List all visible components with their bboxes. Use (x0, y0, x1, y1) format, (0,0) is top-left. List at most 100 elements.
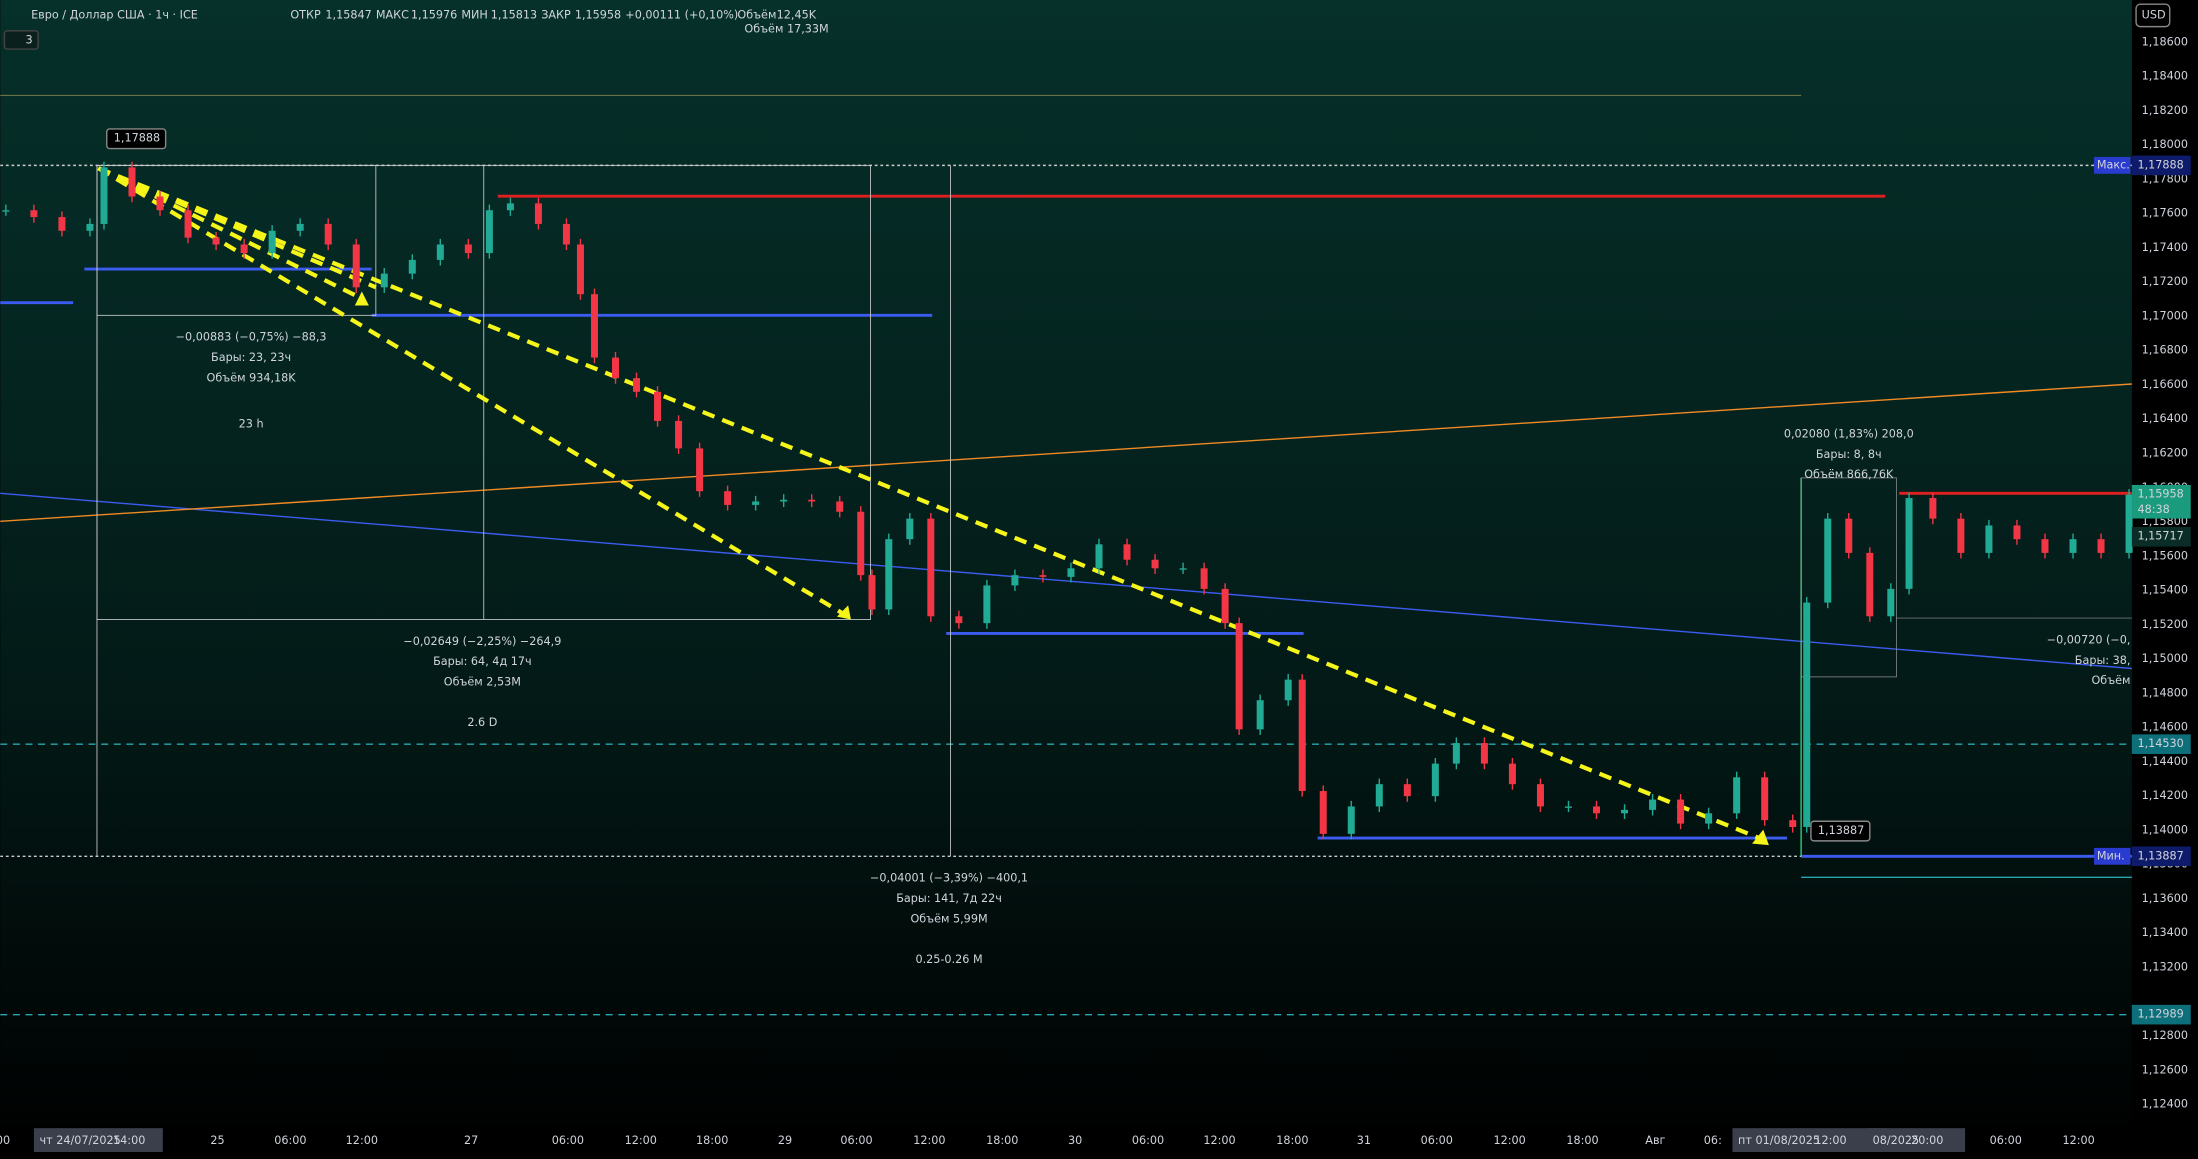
candle-body (1039, 575, 1047, 577)
candle-body (534, 203, 542, 224)
price-tag-label: 48:38 (2137, 503, 2169, 516)
price-tag (2131, 484, 2191, 519)
candle-body (562, 223, 570, 245)
candle-body (1011, 575, 1019, 586)
price-tick-label: 1,17200 (2142, 275, 2188, 288)
price-label-box (1810, 820, 1871, 842)
header-low_label: МИН (461, 8, 487, 21)
candle-body (1536, 784, 1544, 807)
note: 0.25-0.26 M (915, 953, 982, 966)
price-tag-label-bg (2094, 156, 2131, 174)
candle-body (296, 223, 304, 231)
price-tick-label: 1,15400 (2142, 584, 2188, 597)
time-tick-label: 18:00 (986, 1134, 1018, 1147)
indicators-toggle[interactable] (3, 30, 39, 50)
candle-body (1789, 820, 1797, 828)
measure-text: Объём 5,99M (910, 912, 987, 925)
header-open_label: ОТКР (290, 8, 321, 21)
time-tick-label: 18:00 (1566, 1134, 1598, 1147)
price-tag-value: 1,14530 (2137, 737, 2183, 750)
candle-body (1319, 791, 1327, 834)
candle-body (868, 575, 876, 610)
measure-text: Объём 934,18K (207, 371, 297, 384)
time-tick-label: чт 24/07/2025 (40, 1134, 121, 1147)
candle-body (1905, 498, 1913, 589)
price-label: 1,13887 (1818, 824, 1864, 837)
price-axis-bg (2131, 0, 2198, 1159)
candle-body (1957, 518, 1965, 553)
candle-body (324, 223, 332, 245)
candle-body (1179, 568, 1187, 570)
candle-body (1824, 518, 1832, 603)
candle-body (1887, 588, 1895, 617)
price-tick-label: 1,16600 (2142, 378, 2188, 391)
header-close_label: ЗАКР (541, 8, 571, 21)
time-tick-label: 12:00 (2062, 1134, 2094, 1147)
price-tag-value: 1,17888 (2137, 158, 2183, 171)
header-volume: 12,45K (777, 8, 817, 21)
candle-body (1649, 799, 1657, 810)
candle-body (696, 448, 704, 492)
candle-body (1431, 763, 1439, 797)
candle-body (2041, 539, 2049, 553)
time-tick-label: 18:00 (1276, 1134, 1308, 1147)
price-tick-label: 1,15600 (2142, 549, 2188, 562)
candle-body (724, 491, 732, 505)
candle-body (240, 244, 248, 254)
candle-body (380, 273, 388, 288)
crosshair-time-bg (1732, 1128, 1887, 1152)
price-tick-label: 1,13400 (2142, 926, 2188, 939)
time-tick-label: 14:00 (113, 1134, 145, 1147)
time-tick-label: 12:00 (1814, 1134, 1846, 1147)
candle-body (352, 244, 360, 288)
candle-body (506, 203, 514, 211)
candle-body (1403, 784, 1411, 797)
price-tick-label: 1,17000 (2142, 309, 2188, 322)
candle-body (128, 167, 136, 197)
time-tick-label: 12:00 (1493, 1134, 1525, 1147)
measure-text: −0,00883 (−0,75%) −88,3 (176, 331, 327, 344)
measure-text: Объём 866,76K (1804, 468, 1894, 481)
price-tag-label: Макс. (2097, 158, 2130, 171)
measure-text: −0,02649 (−2,25%) −264,9 (403, 635, 561, 648)
header-volume_label: Объём (737, 8, 776, 21)
candle-body (808, 499, 816, 502)
price-label-box (106, 128, 167, 150)
measure-text: Бары: 8, 8ч (1816, 448, 1882, 461)
candle-body (30, 210, 38, 218)
measure-text: Объём 2,53M (444, 676, 521, 689)
price-tick-label: 1,14200 (2142, 789, 2188, 802)
header-low: 1,15813 (491, 8, 537, 21)
price-tag-label-bg (2094, 847, 2131, 865)
price-tick-label: 1,14600 (2142, 721, 2188, 734)
time-tick-label: 30 (1068, 1134, 1082, 1147)
price-tick-label: 1,12400 (2142, 1098, 2188, 1111)
price-tick-label: 1,14400 (2142, 755, 2188, 768)
time-tick-label: 06:00 (1990, 1134, 2022, 1147)
currency-button[interactable] (2135, 3, 2171, 28)
price-tag-label: Мин. (2097, 849, 2125, 862)
candle-body (156, 196, 164, 211)
candle-body (184, 210, 192, 238)
currency: USD (2142, 8, 2166, 21)
candle-body (1200, 568, 1208, 589)
time-tick-label: 00 (0, 1134, 10, 1147)
candle-body (1621, 809, 1629, 814)
price-tick-label: 1,15200 (2142, 618, 2188, 631)
price-tick-label: 1,18200 (2142, 104, 2188, 117)
candle-body (1803, 602, 1811, 828)
price-tag (2131, 734, 2191, 754)
measure-text: Бары: 23, 23ч (211, 351, 291, 364)
candle-body (1985, 525, 1993, 553)
time-tick-label: 12:00 (625, 1134, 657, 1147)
price-tick-label: 1,14000 (2142, 823, 2188, 836)
candle-body (485, 210, 493, 254)
price-tick-label: 1,17800 (2142, 172, 2188, 185)
header-volume: Объём 17,33M (744, 22, 828, 35)
candle-body (1123, 544, 1131, 560)
candle-body (2125, 494, 2133, 553)
price-tick-label: 1,15000 (2142, 652, 2188, 665)
candle-body (927, 518, 935, 617)
time-tick-label: 06:00 (1132, 1134, 1164, 1147)
